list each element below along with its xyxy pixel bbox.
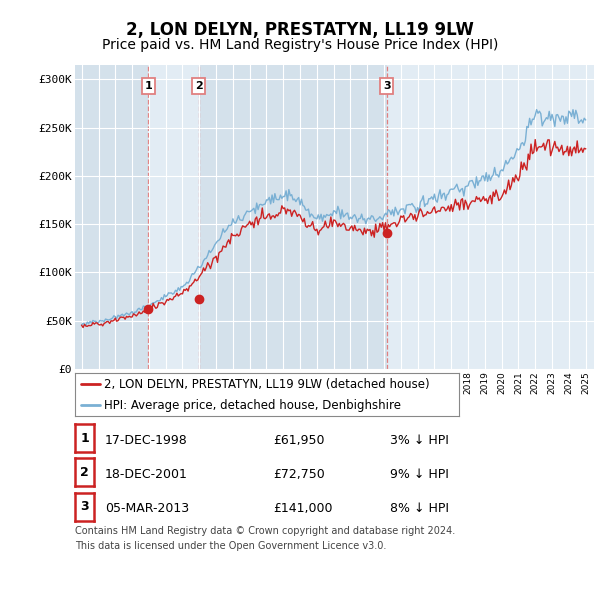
Bar: [387, 65, 594, 369]
Text: 2, LON DELYN, PRESTATYN, LL19 9LW (detached house): 2, LON DELYN, PRESTATYN, LL19 9LW (detac…: [104, 378, 430, 391]
Text: 1: 1: [80, 432, 89, 445]
Bar: [148, 65, 199, 369]
Text: £141,000: £141,000: [273, 503, 332, 516]
Text: 3: 3: [80, 500, 89, 513]
Text: Contains HM Land Registry data © Crown copyright and database right 2024.
This d: Contains HM Land Registry data © Crown c…: [75, 526, 455, 551]
Text: 3: 3: [383, 81, 391, 91]
Bar: [199, 65, 387, 369]
Text: 8% ↓ HPI: 8% ↓ HPI: [390, 503, 449, 516]
Text: 17-DEC-1998: 17-DEC-1998: [105, 434, 188, 447]
Text: 18-DEC-2001: 18-DEC-2001: [105, 468, 188, 481]
Text: £72,750: £72,750: [273, 468, 325, 481]
Text: 9% ↓ HPI: 9% ↓ HPI: [390, 468, 449, 481]
Text: Price paid vs. HM Land Registry's House Price Index (HPI): Price paid vs. HM Land Registry's House …: [102, 38, 498, 53]
Text: HPI: Average price, detached house, Denbighshire: HPI: Average price, detached house, Denb…: [104, 399, 401, 412]
Text: 2, LON DELYN, PRESTATYN, LL19 9LW: 2, LON DELYN, PRESTATYN, LL19 9LW: [126, 21, 474, 39]
Text: 3% ↓ HPI: 3% ↓ HPI: [390, 434, 449, 447]
Text: 1: 1: [145, 81, 152, 91]
Text: £61,950: £61,950: [273, 434, 325, 447]
Text: 2: 2: [195, 81, 202, 91]
Text: 05-MAR-2013: 05-MAR-2013: [105, 503, 189, 516]
Bar: [75, 65, 148, 369]
Text: 2: 2: [80, 466, 89, 479]
